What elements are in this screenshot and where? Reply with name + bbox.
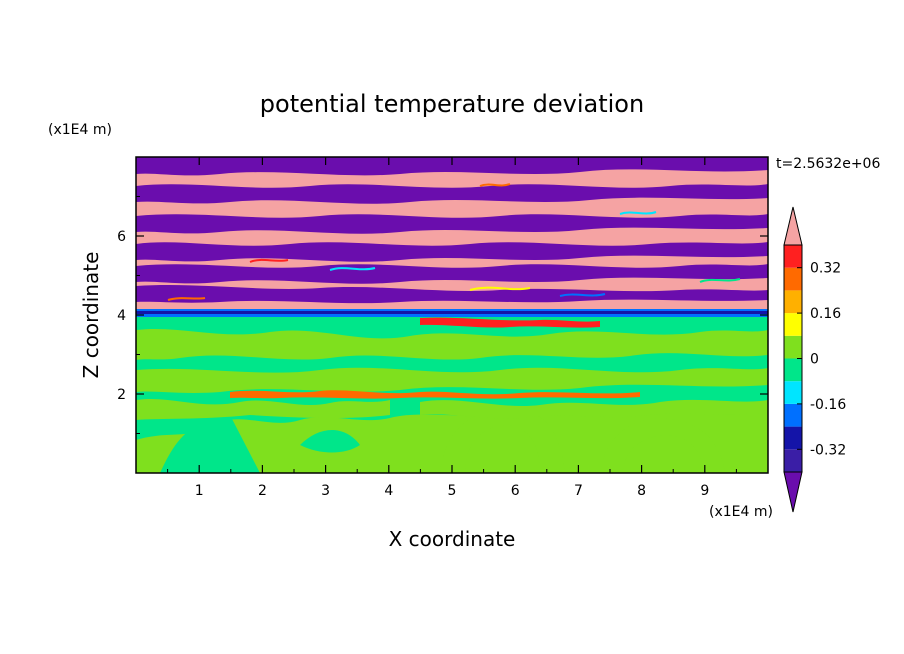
x-tick-label: 4 xyxy=(384,483,393,499)
x-tick-label: 9 xyxy=(700,483,709,499)
mid-green-layer xyxy=(136,328,768,393)
x-tick-label: 3 xyxy=(321,483,330,499)
colorbar-min-extension xyxy=(783,471,803,513)
colorbar-bin xyxy=(784,426,802,450)
lower-green-layer xyxy=(136,398,768,473)
colorbar-tick-label: -0.16 xyxy=(810,397,846,413)
y-tick-label: 6 xyxy=(117,229,126,245)
x-tick-label: 7 xyxy=(574,483,583,499)
x-tick-label: 1 xyxy=(195,483,204,499)
colorbar-bin xyxy=(784,245,802,268)
x-tick-label: 8 xyxy=(637,483,646,499)
colorbar-bin xyxy=(784,267,802,291)
plot-area xyxy=(136,157,768,473)
y-unit-label: (x1E4 m) xyxy=(48,122,112,138)
colorbar-bin xyxy=(784,449,802,472)
colorbar-bin xyxy=(784,358,802,382)
colorbar-bin xyxy=(784,335,802,359)
colorbar-tick-label: 0.16 xyxy=(810,306,841,322)
colorbar-max-extension xyxy=(783,206,803,246)
colorbar-bin xyxy=(784,290,802,314)
colorbar-tick-label: -0.32 xyxy=(810,442,846,458)
x-tick-label: 6 xyxy=(511,483,520,499)
colorbar-bin xyxy=(784,403,802,427)
time-label: t=2.5632e+06 xyxy=(776,156,880,172)
colorbar-bin xyxy=(784,381,802,404)
colorbar: 0.32 0.16 0 -0.16 -0.32 xyxy=(783,206,846,513)
colorbar-bin xyxy=(784,313,802,336)
upper-layer xyxy=(136,157,768,309)
x-unit-label: (x1E4 m) xyxy=(709,504,773,520)
y-tick-label: 4 xyxy=(117,308,126,324)
x-tick-label: 5 xyxy=(448,483,457,499)
x-tick-label: 2 xyxy=(258,483,267,499)
x-axis: 1 2 3 4 5 6 7 8 9 xyxy=(167,157,737,499)
chart-title: potential temperature deviation xyxy=(260,90,644,118)
y-axis: 2 4 6 xyxy=(117,196,768,434)
colorbar-tick-label: 0.32 xyxy=(810,261,841,277)
y-tick-label: 2 xyxy=(117,387,126,403)
x-axis-label: X coordinate xyxy=(389,527,516,551)
colorbar-tick-label: 0 xyxy=(810,352,819,368)
y-axis-label: Z coordinate xyxy=(79,252,103,379)
